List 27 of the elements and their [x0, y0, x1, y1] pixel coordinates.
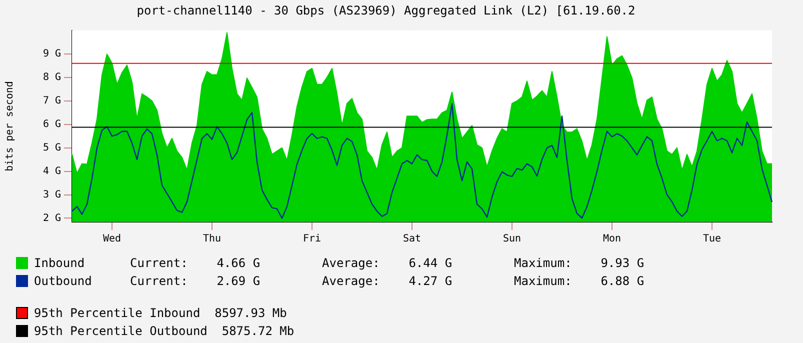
text: Maximum: 6.88 G	[514, 273, 646, 290]
x-tick-label: Tue	[702, 234, 722, 245]
y-axis-title: bits per second	[4, 81, 16, 172]
y-tick-label: 9 G	[42, 48, 61, 60]
y-tick-label: 7 G	[42, 95, 61, 106]
x-tick-label: Fri	[302, 234, 322, 245]
x-tick-label: Sat	[402, 234, 422, 245]
y-tick-label: 6 G	[42, 118, 61, 130]
x-tick-label: Sun	[502, 234, 522, 245]
y-tick-label: 3 G	[42, 189, 61, 200]
text: Average: 4.27 G	[322, 273, 454, 290]
legend-label: 95th Percentile Inbound 8597.93 Mb	[34, 305, 287, 322]
text: Current: 2.69 G	[130, 273, 262, 290]
chart-title: port-channel1140 - 30 Gbps (AS23969) Aggregated Link (L2) [61.19.60.2	[136, 3, 636, 18]
y-tick-label: 8 G	[42, 72, 61, 83]
text: Maximum: 9.93 G	[514, 255, 646, 272]
x-tick-label: Mon	[602, 234, 622, 245]
x-tick-label: Thu	[202, 234, 222, 245]
x-tick-label: Wed	[102, 234, 122, 245]
y-tick-label: 2 G	[42, 212, 61, 224]
text: Current: 4.66 G	[130, 255, 262, 272]
legend-label: 95th Percentile Outbound 5875.72 Mb	[34, 323, 294, 340]
legend-label: Outbound	[34, 273, 93, 290]
text: Average: 6.44 G	[322, 255, 454, 272]
y-tick-label: 5 G	[42, 142, 61, 154]
legend-label: Inbound	[34, 255, 86, 272]
y-tick-label: 4 G	[42, 166, 61, 177]
